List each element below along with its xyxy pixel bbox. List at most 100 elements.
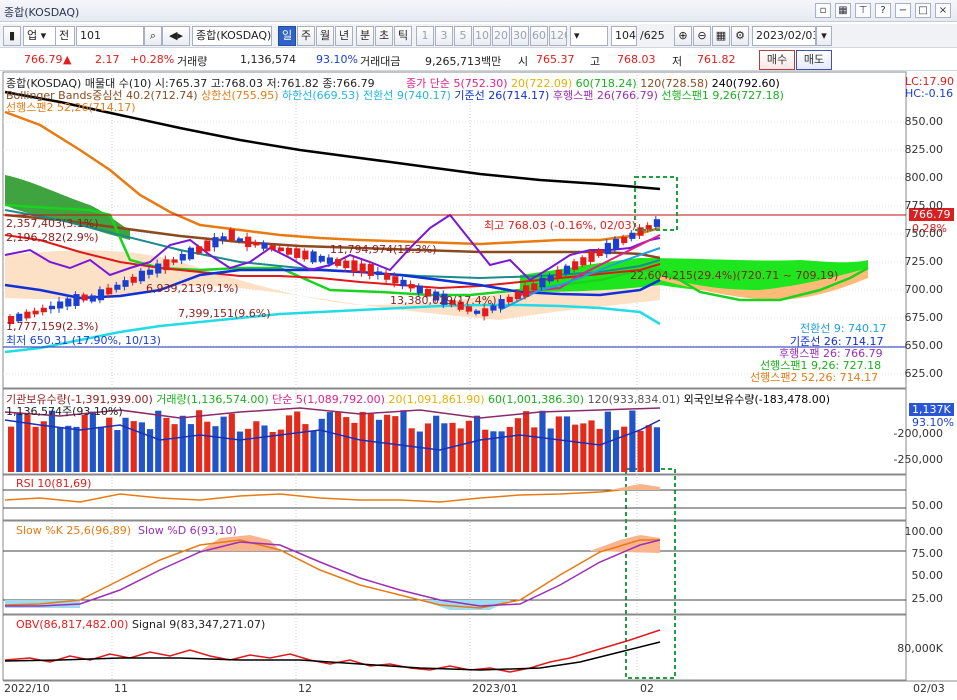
minimize-icon[interactable]: −	[895, 3, 911, 18]
volume-bar	[555, 416, 562, 472]
candle	[179, 253, 186, 261]
volume-tick-1: -200,000	[893, 427, 943, 440]
custom-period-select[interactable]: ▾	[570, 26, 608, 46]
period-year-button[interactable]: 년	[335, 26, 353, 46]
help-icon[interactable]: ?	[875, 3, 891, 18]
candle	[122, 280, 129, 287]
code-input[interactable]: 101	[76, 26, 144, 46]
quote-bar: 766.79 ▲ 2.17 +0.28% 거래량 1,136,574 93.10…	[0, 49, 957, 71]
candle	[384, 273, 391, 280]
settings-icon[interactable]: ⚙	[731, 26, 749, 46]
volume-ratio: 93.10%	[316, 53, 358, 66]
period-week-button[interactable]: 주	[297, 26, 315, 46]
ma240-legend: 240(792.60)	[711, 77, 780, 90]
minute-120-button[interactable]: 120	[549, 26, 567, 46]
period-day-button[interactable]: 일	[278, 26, 296, 46]
candle	[138, 270, 145, 282]
volume-bar	[8, 426, 15, 472]
period-select[interactable]: 전	[55, 26, 75, 46]
minute-60-button[interactable]: 60	[530, 26, 548, 46]
date-label-nov: 11	[114, 682, 128, 695]
volume-bar	[539, 410, 546, 472]
sell-button[interactable]: 매도	[796, 50, 832, 70]
volume-bar	[32, 426, 39, 472]
minute-20-button[interactable]: 20	[492, 26, 510, 46]
minute-1-button[interactable]: 1	[416, 26, 434, 46]
volume-bar	[155, 410, 162, 472]
volume-ratio-tag: 93.10%	[912, 416, 954, 429]
max-price-label: 최고 768.03 (-0.16%, 02/03)	[484, 219, 636, 232]
maximize-icon[interactable]: □	[915, 3, 931, 18]
candle	[285, 247, 293, 255]
candle	[621, 236, 628, 244]
volume-bar	[343, 417, 350, 472]
minute-30-button[interactable]: 30	[511, 26, 529, 46]
volume-bar	[269, 431, 276, 472]
volume-bar	[277, 429, 284, 472]
volume-profile-3: 11,794,974(15.3%)	[330, 243, 437, 256]
volume-bar	[457, 428, 464, 472]
candle	[48, 305, 56, 310]
window-title: 종합(KOSDAQ)	[4, 6, 80, 19]
ma120-legend: 120(728.58)	[640, 77, 709, 90]
volume-bar	[16, 412, 23, 472]
search-icon[interactable]: ⌕	[144, 26, 162, 46]
chart-menu-icon[interactable]: ▮	[3, 26, 21, 46]
obv-signal-legend: Signal 9(83,347,271.07)	[132, 618, 266, 631]
ma60-legend: 60(718.24)	[575, 77, 637, 90]
zoom-out-icon[interactable]: ⊖	[693, 26, 711, 46]
minute-5-button[interactable]: 5	[454, 26, 472, 46]
restore-icon[interactable]: ▫	[815, 3, 831, 18]
volume-label: 거래량	[177, 55, 208, 68]
minute-3-button[interactable]: 3	[435, 26, 453, 46]
pin-icon[interactable]: ⊤	[855, 3, 871, 18]
volume-bar	[114, 430, 121, 472]
legend-title: 종합(KOSDAQ) 매물대 수(10)	[6, 77, 152, 90]
volume-bar	[580, 423, 587, 472]
volume-bar	[490, 431, 497, 472]
zoom-in-icon[interactable]: ⊕	[674, 26, 692, 46]
volume-profile-7: 22,604,215(29.4%)(720.71 ~ 709.19)	[630, 269, 839, 282]
date-label-current: 02/03	[913, 682, 945, 695]
volume-bar	[212, 426, 219, 472]
grid-icon[interactable]: ▦	[712, 26, 730, 46]
high-label: 고	[590, 55, 601, 68]
candle	[212, 237, 219, 248]
volume-sub-label: 1,136,574주(93.10%)	[6, 405, 123, 418]
layout-icon[interactable]: ▦	[835, 3, 851, 18]
close-icon[interactable]: ×	[935, 3, 951, 18]
sound-icon[interactable]: ◀▸	[162, 26, 190, 46]
stoch-tick-100: 100.00	[904, 525, 944, 538]
period-second-button[interactable]: 초	[375, 26, 393, 46]
ichi-lag-legend: 후행스팬 26(766.79)	[552, 89, 658, 102]
page-number-input[interactable]: 104	[611, 26, 637, 46]
volume-bar	[196, 410, 203, 472]
candle	[343, 260, 350, 269]
volume-bar	[40, 421, 47, 472]
candle	[645, 225, 652, 230]
candle	[97, 289, 105, 301]
calendar-icon[interactable]: ▾	[816, 26, 832, 46]
stoch-tick-50: 50.00	[911, 569, 944, 582]
market-select[interactable]: 업 ▾	[23, 26, 65, 46]
stoch-k-legend: Slow %K 25,6(96,89)	[16, 524, 131, 537]
candle	[310, 251, 317, 263]
volume-bar	[645, 425, 652, 472]
candle	[523, 285, 530, 297]
open-value: 765.37	[536, 53, 575, 66]
buy-button[interactable]: 매수	[759, 50, 795, 70]
rsi-legend: RSI 10(81,69)	[16, 477, 92, 490]
period-month-button[interactable]: 월	[316, 26, 334, 46]
bb-upper-legend: 상한선(755.95)	[201, 89, 279, 102]
candle	[73, 294, 80, 306]
candle	[367, 264, 374, 276]
minute-10-button[interactable]: 10	[473, 26, 491, 46]
date-input[interactable]: 2023/02/03	[752, 26, 816, 46]
period-minute-button[interactable]: 분	[356, 26, 374, 46]
up-arrow-icon: ▲	[63, 53, 72, 66]
obv-legend: OBV(86,817,482.00)	[16, 618, 129, 631]
period-tick-button[interactable]: 틱	[394, 26, 412, 46]
price-tick-825: 825.00	[904, 143, 944, 156]
current-price: 766.79	[24, 53, 63, 66]
